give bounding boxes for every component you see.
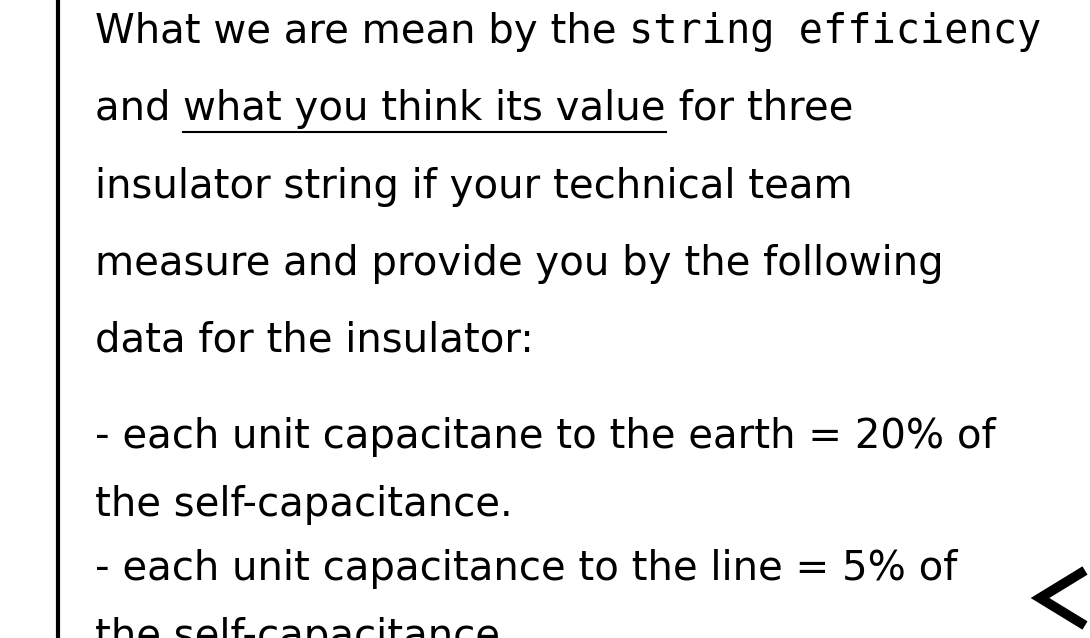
Text: - each unit capacitance to the line = 5% of: - each unit capacitance to the line = 5%…	[95, 549, 957, 589]
Text: what you think its value: what you think its value	[183, 89, 666, 129]
Text: insulator string if your technical team: insulator string if your technical team	[95, 167, 852, 207]
Text: string efficiency: string efficiency	[629, 12, 1042, 52]
Text: and: and	[95, 89, 183, 129]
Text: - each unit capacitane to the earth = 20% of: - each unit capacitane to the earth = 20…	[95, 417, 995, 457]
Text: data for the insulator:: data for the insulator:	[95, 321, 534, 361]
Text: the self-capacitance.: the self-capacitance.	[95, 617, 512, 638]
Text: measure and provide you by the following: measure and provide you by the following	[95, 244, 944, 284]
Text: the self-capacitance.: the self-capacitance.	[95, 485, 512, 525]
Text: What we are mean by the: What we are mean by the	[95, 12, 629, 52]
Text: for three: for three	[666, 89, 853, 129]
